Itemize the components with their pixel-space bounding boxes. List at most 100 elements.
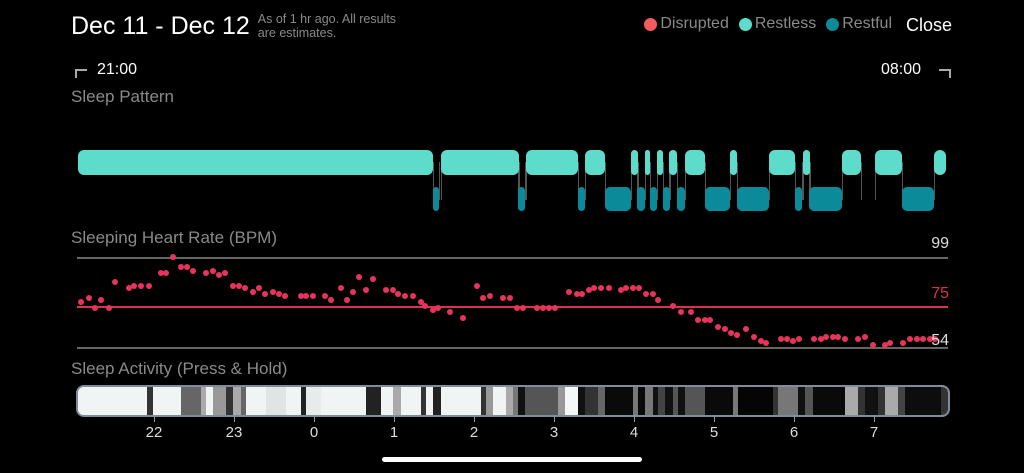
activity-segment xyxy=(904,387,942,415)
activity-segment xyxy=(432,387,442,415)
activity-segment xyxy=(480,387,487,415)
home-indicator[interactable] xyxy=(382,457,642,462)
restless-segment xyxy=(644,150,650,175)
activity-segment xyxy=(420,387,427,415)
activity-segment xyxy=(638,387,646,415)
heart-rate-point xyxy=(715,324,721,331)
heart-rate-point xyxy=(701,316,708,323)
activity-segment xyxy=(440,387,482,415)
transition-line xyxy=(663,162,665,200)
restful-segment xyxy=(902,187,934,211)
activity-segment xyxy=(598,387,606,415)
heart-rate-point xyxy=(881,342,888,349)
activity-segment xyxy=(732,387,739,415)
activity-segment xyxy=(506,387,514,415)
heart-rate-point xyxy=(487,292,493,299)
restless-segment xyxy=(803,150,810,175)
close-button[interactable]: Close xyxy=(906,15,953,35)
heart-rate-point xyxy=(533,304,540,311)
transition-line xyxy=(730,162,731,200)
hour-tick-label: 5 xyxy=(709,424,719,441)
heart-rate-point xyxy=(221,270,228,277)
heart-rate-point xyxy=(777,336,784,343)
heart-rate-point xyxy=(460,314,467,321)
heart-rate-point xyxy=(163,270,169,277)
activity-segment xyxy=(672,387,679,415)
heart-rate-point xyxy=(276,290,283,297)
sleep-activity-bar[interactable] xyxy=(76,385,950,417)
heart-rate-point xyxy=(861,334,868,341)
page-title: Dec 11 - Dec 12 xyxy=(71,12,250,40)
restless-dot-icon xyxy=(738,17,752,31)
heart-rate-point xyxy=(249,288,256,295)
transition-line xyxy=(578,162,579,200)
activity-segment xyxy=(584,387,599,415)
hour-tick xyxy=(714,415,715,422)
restful-segment xyxy=(604,187,632,211)
legend-restless: Restless xyxy=(738,15,816,33)
transition-line xyxy=(670,162,671,200)
heart-rate-point xyxy=(112,278,119,285)
transition-line xyxy=(638,162,639,200)
activity-segment xyxy=(704,387,734,415)
heart-rate-point xyxy=(629,284,636,291)
sleep-activity-title: Sleep Activity (Press & Hold) xyxy=(71,359,288,378)
activity-segment xyxy=(240,387,247,415)
activity-segment xyxy=(878,387,886,415)
start-time: 21:00 xyxy=(97,61,138,78)
transition-line xyxy=(656,162,658,200)
heart-rate-point xyxy=(900,340,907,347)
heart-rate-point xyxy=(677,308,684,315)
restless-segment xyxy=(668,150,677,175)
heart-rate-point xyxy=(137,282,144,289)
activity-segment xyxy=(246,387,267,415)
heart-rate-point xyxy=(669,303,676,309)
heart-rate-point xyxy=(649,290,656,297)
heart-rate-point xyxy=(721,326,728,333)
heart-rate-point xyxy=(303,292,309,299)
activity-segment xyxy=(578,387,586,415)
activity-segment xyxy=(426,387,434,415)
activity-segment xyxy=(380,387,394,415)
heart-rate-point xyxy=(297,292,304,299)
heart-rate-point xyxy=(447,308,453,315)
heart-rate-point xyxy=(695,316,701,323)
heart-rate-point xyxy=(417,298,424,305)
heart-rate-point xyxy=(932,336,939,343)
transition-line xyxy=(802,162,803,200)
heart-rate-point xyxy=(281,292,288,299)
heart-rate-point xyxy=(309,292,316,299)
restful-segment xyxy=(736,187,769,211)
transition-line xyxy=(842,162,843,200)
heart-rate-point xyxy=(920,336,927,343)
heart-rate-point xyxy=(545,304,552,311)
activity-segment xyxy=(300,387,307,415)
hour-tick-label: 1 xyxy=(389,424,399,441)
heart-rate-point xyxy=(817,336,824,343)
min-bpm-label: 54 xyxy=(931,332,949,349)
activity-segment xyxy=(778,387,799,415)
heart-rate-point xyxy=(552,304,559,311)
heart-rate-point xyxy=(389,286,396,293)
heart-rate-point xyxy=(269,288,276,295)
restless-segment xyxy=(875,150,902,175)
header: Dec 11 - Dec 12 As of 1 hr ago. All resu… xyxy=(71,11,398,41)
activity-segment xyxy=(518,387,526,415)
heart-rate-point xyxy=(829,334,836,341)
estimate-note: As of 1 hr ago. All results are estimate… xyxy=(257,12,397,40)
heart-rate-point xyxy=(189,268,196,275)
activity-segment xyxy=(684,387,706,415)
transition-line xyxy=(676,162,678,200)
hour-tick xyxy=(874,415,875,422)
heart-rate-point xyxy=(363,286,369,293)
activity-segment xyxy=(798,387,806,415)
transition-line xyxy=(684,162,686,200)
hour-tick-label: 23 xyxy=(225,424,243,441)
activity-segment xyxy=(558,387,566,415)
transition-line xyxy=(636,162,638,200)
activity-segment xyxy=(486,387,494,415)
activity-segment xyxy=(772,387,779,415)
heart-rate-point xyxy=(623,284,629,291)
heart-rate-point xyxy=(429,306,436,313)
transition-line xyxy=(518,162,519,200)
